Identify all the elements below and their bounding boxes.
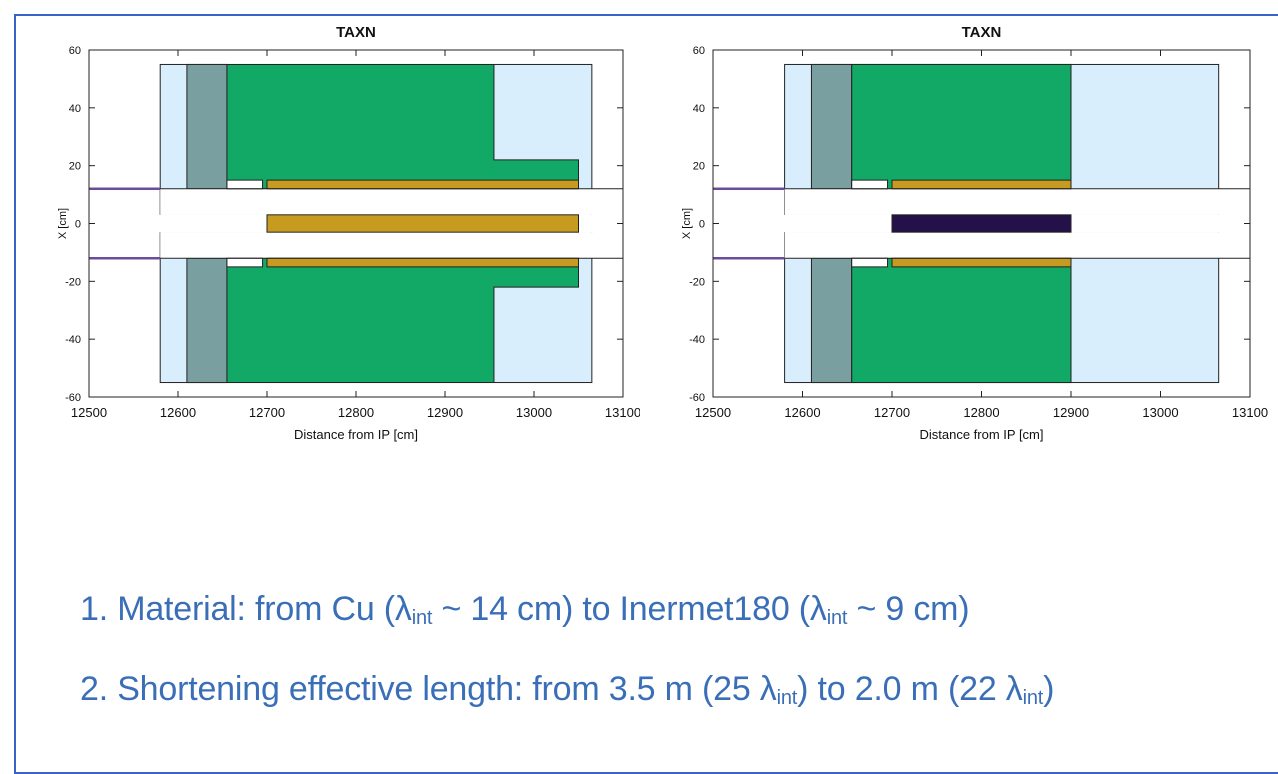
y-tick-label: 60 [69,45,81,57]
x-tick-label: 13000 [516,405,552,420]
x-tick-label: 12600 [160,405,196,420]
y-tick-label: -20 [65,276,81,288]
lambda-subscript: int [776,687,798,709]
liner-upper [266,179,579,190]
bullet-length-text-b: ) to 2.0 m (22 λ [797,670,1023,708]
plot-title: TAXN [962,24,1002,41]
y-tick-label: -40 [689,334,705,346]
plot-title: TAXN [336,24,376,41]
y-tick-label: -60 [689,392,705,404]
bullet-length-text-a: 2. Shortening effective length: from 3.5… [80,670,777,708]
x-tick-label: 12900 [427,405,463,420]
slate-block-upper [810,63,853,190]
lambda-subscript: int [411,607,433,629]
x-tick-label: 12600 [784,405,820,420]
bullet-material-text-a: 1. Material: from Cu (λ [80,590,412,628]
y-tick-label: 0 [75,219,81,231]
x-tick-label: 12800 [338,405,374,420]
x-tick-label: 12800 [963,405,999,420]
bullet-length-text-c: ) [1043,670,1055,708]
liner-lower [891,257,1072,268]
bullet-material: 1. Material: from Cu (λint ~ 14 cm) to I… [80,590,970,630]
notch-lower [226,257,264,268]
x-tick-label: 12500 [71,405,107,420]
y-tick-label: 20 [69,161,81,173]
x-axis-label: Distance from IP [cm] [294,427,418,442]
y-tick-label: 40 [693,103,705,115]
x-tick-label: 12900 [1053,405,1089,420]
x-tick-label: 13100 [605,405,640,420]
y-tick-label: 60 [693,45,705,57]
x-tick-label: 12700 [874,405,910,420]
plot-svg: TAXN 12500 12600 12700 12800 12900 13000 13100 6… [681,24,1268,442]
y-axis-label: X [cm] [681,208,693,239]
lambda-subscript: int [826,607,848,629]
slate-block-lower [186,257,228,384]
y-tick-label: -60 [65,392,81,404]
central-absorber [266,214,579,233]
y-tick-label: 20 [693,161,705,173]
notch-upper [851,179,889,190]
bullet-material-text-c: ~ 9 cm) [847,590,970,628]
bullet-material-text-b: ~ 14 cm) to Inermet180 (λ [432,590,827,628]
y-tick-label: 0 [699,219,705,231]
liner-lower [266,257,579,268]
y-tick-label: 40 [69,103,81,115]
x-tick-label: 12700 [249,405,285,420]
y-tick-label: -20 [689,276,705,288]
x-tick-label: 12500 [695,405,731,420]
beam-pipe-lower [160,232,623,259]
slate-block-lower [810,257,853,384]
bullet-length: 2. Shortening effective length: from 3.5… [80,670,1054,710]
beam-pipe-lower [784,232,1250,259]
taxn-plot-copper: TAXN 12500 12600 12700 12800 12900 13000 13100 6… [48,0,641,480]
notch-lower [851,257,889,268]
x-tick-label: 13100 [1232,405,1268,420]
slate-block-upper [186,63,228,190]
beam-pipe-upper [784,188,1250,215]
lambda-subscript: int [1022,687,1044,709]
plot-svg: TAXN 12500 12600 12700 12800 12900 13000 13100 6… [57,24,641,442]
notch-upper [226,179,264,190]
beam-pipe-upper [160,188,623,215]
green-body-upper [851,63,1072,190]
x-tick-label: 13000 [1142,405,1178,420]
central-absorber [891,214,1072,233]
green-body-lower [851,257,1072,384]
y-tick-label: -40 [65,334,81,346]
x-axis-label: Distance from IP [cm] [919,427,1043,442]
taxn-plot-inermet: TAXN 12500 12600 12700 12800 12900 13000 13100 6… [672,0,1278,480]
liner-upper [891,179,1072,190]
y-axis-label: X [cm] [57,208,69,239]
